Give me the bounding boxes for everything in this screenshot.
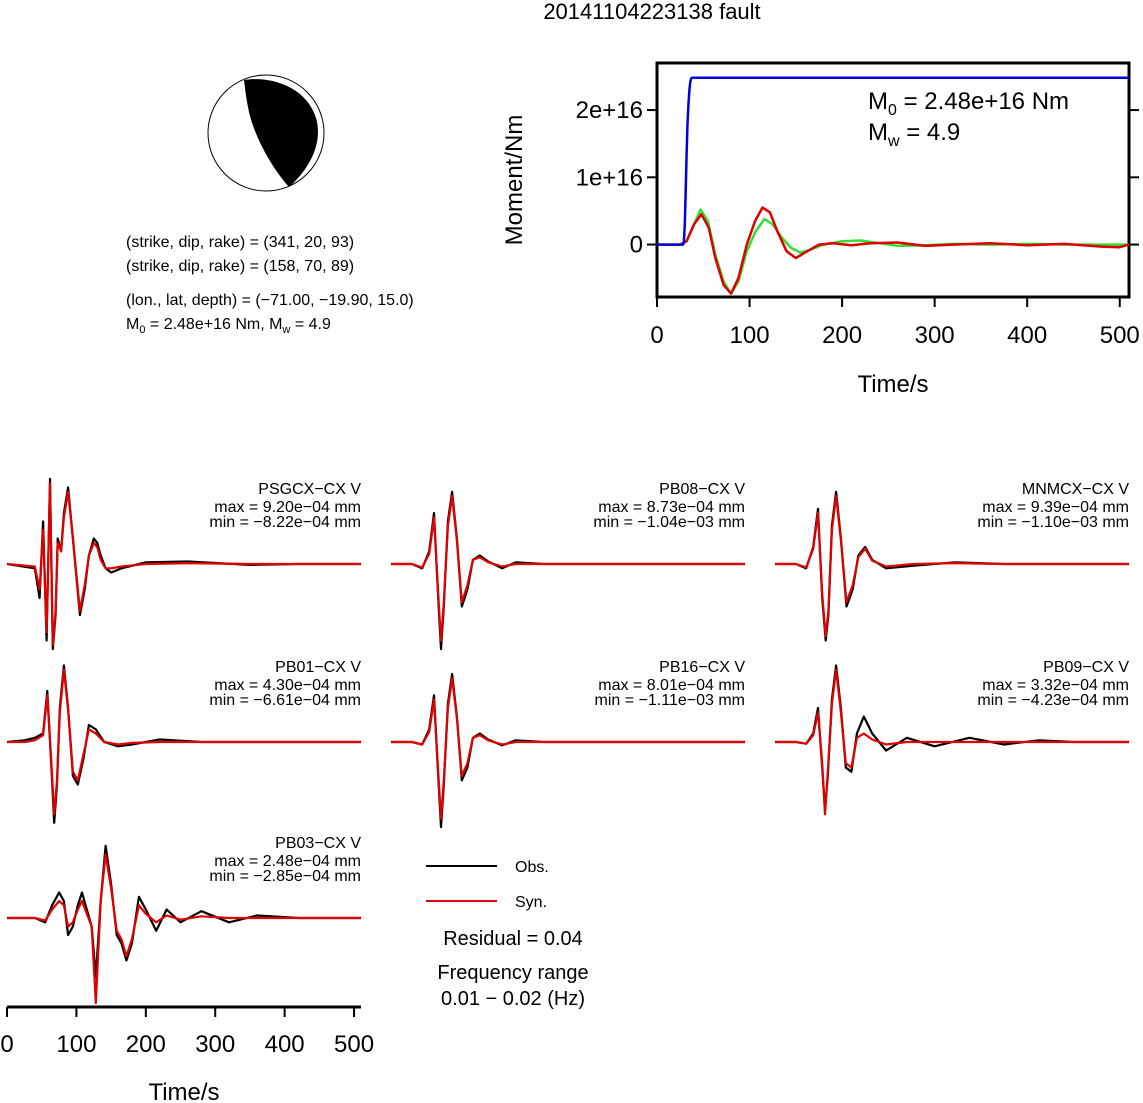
- frequency-range-value: 0.01 − 0.02 (Hz): [441, 988, 585, 1010]
- station-name: PB09−CX V: [1043, 659, 1129, 676]
- synthetic-trace: [7, 853, 361, 1005]
- waveform-x-axis-label: Time/s: [148, 1079, 219, 1103]
- stf-x-tick-label: 200: [822, 322, 862, 349]
- station-min: min = −6.61e−04 mm: [209, 692, 361, 709]
- station-min: min = −2.85e−04 mm: [209, 868, 361, 885]
- frequency-range-label: Frequency range: [437, 962, 588, 984]
- station-name: PB03−CX V: [275, 835, 361, 852]
- station-max: max = 9.39e−04 mm: [982, 499, 1129, 516]
- residual-label: Residual = 0.04: [443, 928, 583, 950]
- stf-x-axis: 0 100 200 300 400 500: [650, 297, 1140, 349]
- station-max: max = 3.32e−04 mm: [982, 677, 1129, 694]
- station-name: PB01−CX V: [275, 659, 361, 676]
- stf-y-axis-label: Moment/Nm: [501, 115, 528, 246]
- station-max: max = 8.01e−04 mm: [598, 677, 745, 694]
- station-min: min = −1.04e−03 mm: [593, 514, 745, 531]
- time-axis-tick-label: 400: [265, 1031, 305, 1058]
- station-min: min = −1.10e−03 mm: [977, 514, 1129, 531]
- waveform-time-axis: 0 100 200 300 400 500: [0, 1005, 374, 1058]
- synthetic-trace: [7, 668, 361, 816]
- legend-obs-label: Obs.: [515, 859, 549, 876]
- station-max: max = 8.73e−04 mm: [598, 499, 745, 516]
- time-axis-tick-label: 500: [334, 1031, 374, 1058]
- station-name: MNMCX−CX V: [1022, 481, 1129, 498]
- stf-x-tick-label: 0: [650, 322, 663, 349]
- legend: Obs. Syn. Residual = 0.04 Frequency rang…: [426, 859, 589, 1010]
- figure-title: 20141104223138 fault: [543, 0, 760, 24]
- stf-mw-label: Mw = 4.9: [868, 119, 960, 150]
- time-axis-tick-label: 0: [0, 1031, 13, 1058]
- stf-series: [657, 76, 1130, 295]
- stf-cumulative-moment-line: [657, 76, 1129, 246]
- legend-syn-label: Syn.: [515, 894, 547, 911]
- station-max: max = 9.20e−04 mm: [214, 499, 361, 516]
- stf-x-axis-label: Time/s: [857, 371, 928, 398]
- stf-plot-frame: [655, 61, 1131, 299]
- stf-y-tick-label: 1e+16: [576, 164, 643, 191]
- station-name: PB16−CX V: [659, 659, 745, 676]
- synthetic-trace: [6, 482, 361, 646]
- source-moment-line: M0 = 2.48e+16 Nm, Mw = 4.9: [126, 316, 331, 336]
- beachball-compressional-quadrant: [244, 79, 318, 187]
- stf-x-tick-label: 500: [1100, 322, 1140, 349]
- stf-x-tick-label: 300: [915, 322, 955, 349]
- station-max: max = 4.30e−04 mm: [214, 677, 361, 694]
- station-min: min = −8.22e−04 mm: [209, 514, 361, 531]
- stf-m0-label: M0 = 2.48e+16 Nm: [868, 88, 1069, 119]
- stf-moment-rate-syn-line: [657, 206, 1130, 295]
- station-min: min = −1.11e−03 mm: [595, 692, 745, 709]
- station-min: min = −4.23e−04 mm: [977, 692, 1129, 709]
- stf-y-axis: 0 1e+16 2e+16: [576, 97, 1139, 259]
- beachball: [207, 74, 325, 192]
- nodal-plane-2: (strike, dip, rake) = (158, 70, 89): [126, 258, 354, 275]
- synthetic-trace: [391, 677, 745, 820]
- station-max: max = 2.48e−04 mm: [214, 853, 361, 870]
- stf-y-tick-label: 0: [630, 232, 643, 259]
- stf-y-tick-label: 2e+16: [576, 97, 643, 124]
- source-location: (lon., lat, depth) = (−71.00, −19.90, 15…: [126, 292, 414, 309]
- stf-x-tick-label: 400: [1007, 322, 1047, 349]
- stf-moment-rate-line: [657, 208, 1129, 295]
- synthetic-trace: [775, 494, 1129, 638]
- stf-x-tick-label: 100: [730, 322, 770, 349]
- time-axis-tick-label: 200: [126, 1031, 166, 1058]
- station-name: PB08−CX V: [659, 481, 745, 498]
- time-axis-tick-label: 100: [56, 1031, 96, 1058]
- nodal-plane-1: (strike, dip, rake) = (341, 20, 93): [126, 234, 354, 251]
- source-time-function-plot: 0 1e+16 2e+16 0 100 200 300 400 500 M0 = 2.48e+…: [501, 61, 1140, 398]
- station-name: PSGCX−CX V: [258, 481, 361, 498]
- synthetic-trace: [775, 668, 1129, 816]
- synthetic-trace: [391, 494, 745, 642]
- time-axis-tick-label: 300: [195, 1031, 235, 1058]
